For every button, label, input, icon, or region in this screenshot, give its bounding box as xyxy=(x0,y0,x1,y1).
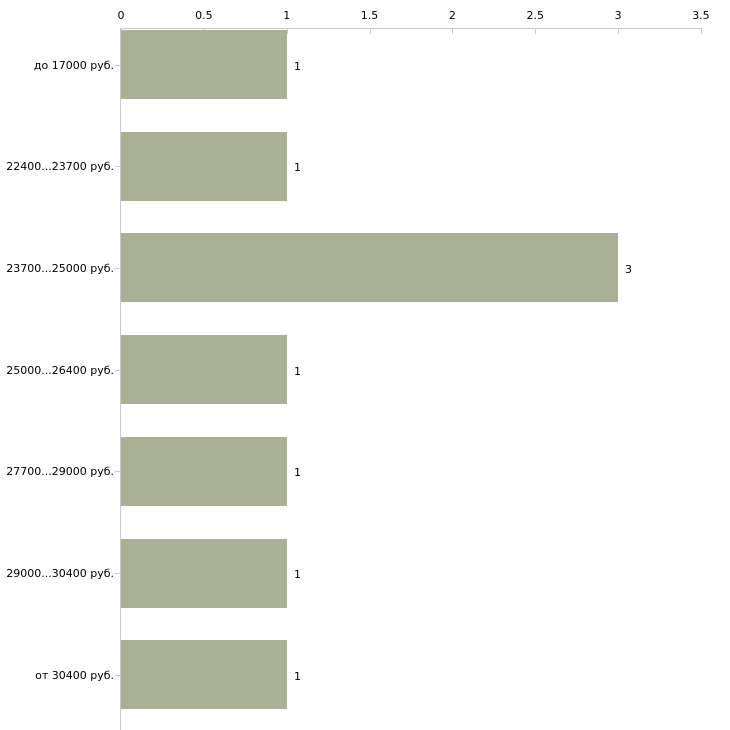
value-label: 1 xyxy=(294,466,301,479)
category-label: 27700...29000 руб. xyxy=(6,465,114,478)
x-axis-tick xyxy=(535,29,537,34)
category-label: до 17000 руб. xyxy=(33,59,114,72)
y-axis-tick xyxy=(115,471,120,472)
bar xyxy=(121,437,287,506)
x-axis-line xyxy=(120,28,702,29)
y-axis-tick xyxy=(115,370,120,371)
value-label: 1 xyxy=(294,568,301,581)
bar xyxy=(121,132,287,201)
y-axis-tick xyxy=(115,166,120,167)
bar xyxy=(121,539,287,608)
x-axis-tick xyxy=(618,29,620,34)
x-axis-tick xyxy=(452,29,454,34)
y-axis-line xyxy=(120,28,121,730)
category-label: 22400...23700 руб. xyxy=(6,160,114,173)
x-axis-tick-label: 0.5 xyxy=(195,9,213,22)
x-axis-tick xyxy=(286,29,288,34)
x-axis-tick xyxy=(369,29,371,34)
x-axis-tick-label: 2.5 xyxy=(526,9,545,22)
value-label: 3 xyxy=(625,263,632,276)
bar xyxy=(121,640,287,709)
x-axis-tick-label: 2 xyxy=(448,9,456,22)
value-label: 1 xyxy=(294,365,301,378)
y-axis-tick xyxy=(115,65,120,66)
category-label: от 30400 руб. xyxy=(35,669,114,682)
value-label: 1 xyxy=(294,670,301,683)
x-axis-tick-label: 1.5 xyxy=(360,9,379,22)
x-axis-tick xyxy=(700,29,702,34)
x-axis-tick-label: 3 xyxy=(614,9,622,22)
x-axis-tick-label: 3.5 xyxy=(692,9,710,22)
y-axis-tick xyxy=(115,573,120,574)
x-axis-tick-label: 1 xyxy=(283,9,291,22)
bar xyxy=(121,30,287,99)
y-axis-tick xyxy=(115,268,120,269)
category-label: 29000...30400 руб. xyxy=(6,567,114,580)
y-axis-tick xyxy=(115,675,120,676)
x-axis-tick-label: 0 xyxy=(117,9,125,22)
bar xyxy=(121,335,287,404)
value-label: 1 xyxy=(294,161,301,174)
bar xyxy=(121,233,618,302)
category-label: 23700...25000 руб. xyxy=(6,262,114,275)
category-label: 25000...26400 руб. xyxy=(6,364,114,377)
value-label: 1 xyxy=(294,60,301,73)
